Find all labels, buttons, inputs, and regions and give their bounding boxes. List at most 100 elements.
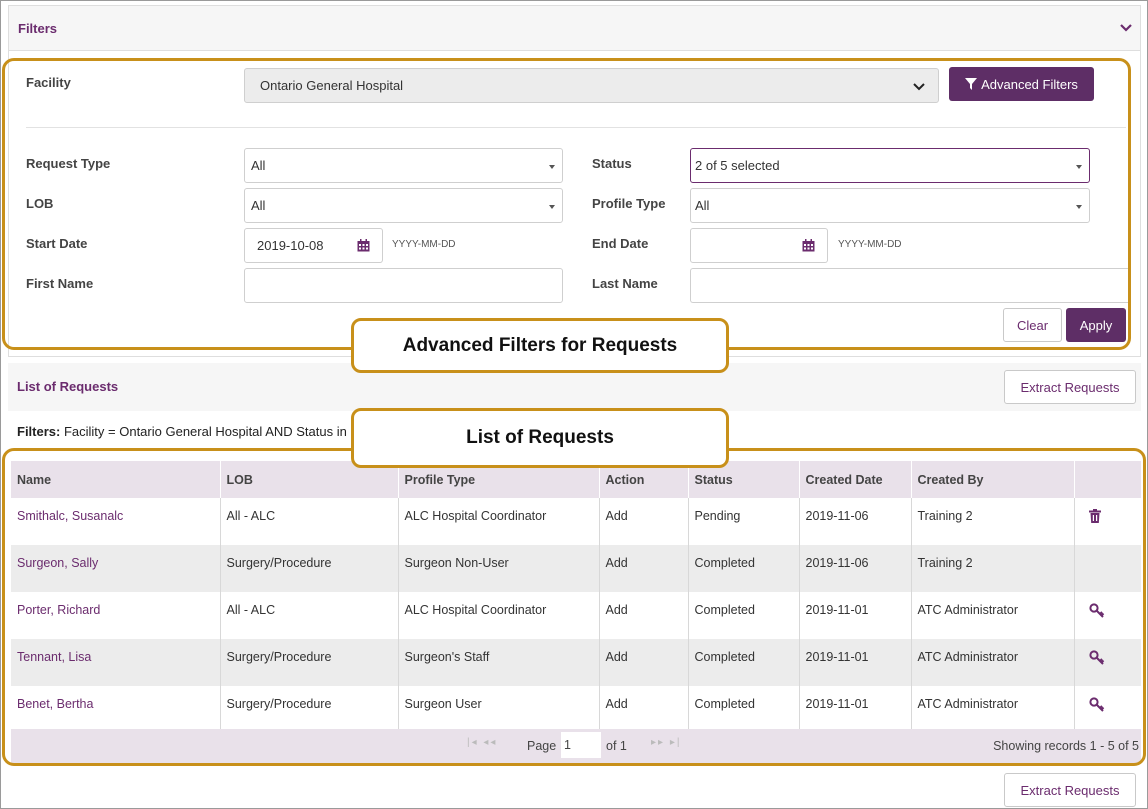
cell-lob: All - ALC <box>220 498 399 545</box>
table-row: Smithalc, Susanalc All - ALC ALC Hospita… <box>11 498 1141 545</box>
filters-title: Filters <box>18 21 58 36</box>
cell-profile-type: Surgeon's Staff <box>398 639 600 686</box>
start-date-input[interactable]: 2019-10-08 <box>244 228 346 263</box>
profile-type-value: All <box>695 198 710 213</box>
first-name-input[interactable] <box>244 268 563 303</box>
cell-profile-type: Surgeon User <box>398 686 600 733</box>
trash-icon[interactable] <box>1088 509 1101 523</box>
cell-name[interactable]: Smithalc, Susanalc <box>11 498 221 545</box>
list-title: List of Requests <box>17 379 119 394</box>
column-header-actions <box>1074 461 1142 498</box>
key-icon[interactable] <box>1088 650 1105 666</box>
cell-name[interactable]: Surgeon, Sally <box>11 545 221 592</box>
cell-status: Completed <box>688 686 800 733</box>
showing-records-text: Showing records 1 - 5 of 5 <box>993 739 1139 753</box>
advanced-filters-callout-frame <box>2 58 1131 350</box>
column-header-status[interactable]: Status <box>688 461 800 498</box>
cell-action: Add <box>599 545 689 592</box>
chevron-down-icon[interactable] <box>1118 20 1134 36</box>
profile-type-select[interactable]: All <box>690 188 1090 223</box>
first-name-label: First Name <box>26 276 94 291</box>
caret-down-icon <box>1076 165 1082 169</box>
cell-profile-type: ALC Hospital Coordinator <box>398 592 600 639</box>
request-type-select[interactable]: All <box>244 148 563 183</box>
first-prev-page-icons[interactable]: |◂ ◂◂ <box>467 737 498 748</box>
status-value: 2 of 5 selected <box>695 158 780 173</box>
cell-created-by: Training 2 <box>911 545 1075 592</box>
cell-profile-type: Surgeon Non-User <box>398 545 600 592</box>
apply-button[interactable]: Apply <box>1066 308 1126 342</box>
last-name-input[interactable] <box>690 268 1130 303</box>
cell-profile-type: ALC Hospital Coordinator <box>398 498 600 545</box>
cell-row-actions <box>1074 592 1141 639</box>
cell-lob: Surgery/Procedure <box>220 639 399 686</box>
cell-created-date: 2019-11-06 <box>799 498 912 545</box>
cell-name[interactable]: Benet, Bertha <box>11 686 221 733</box>
cell-created-date: 2019-11-01 <box>799 639 912 686</box>
request-type-label: Request Type <box>26 156 111 171</box>
end-date-calendar-button[interactable] <box>790 228 828 263</box>
cell-row-actions <box>1074 686 1141 733</box>
list-callout-label: List of Requests <box>351 408 729 468</box>
lob-label: LOB <box>26 196 54 211</box>
facility-label: Facility <box>26 75 71 90</box>
cell-lob: Surgery/Procedure <box>220 545 399 592</box>
column-header-lob[interactable]: LOB <box>220 461 399 498</box>
end-date-label: End Date <box>592 236 649 251</box>
lob-select[interactable]: All <box>244 188 563 223</box>
cell-created-date: 2019-11-06 <box>799 545 912 592</box>
end-date-hint: YYYY-MM-DD <box>838 239 902 250</box>
cell-row-actions <box>1074 639 1141 686</box>
table-header-row: Name LOB Profile Type Action Status Crea… <box>11 461 1142 498</box>
cell-created-by: ATC Administrator <box>911 592 1075 639</box>
column-header-created-date[interactable]: Created Date <box>799 461 912 498</box>
caret-down-icon <box>549 165 555 169</box>
next-last-page-icons[interactable]: ▸▸ ▸| <box>651 737 682 748</box>
start-date-label: Start Date <box>26 236 88 251</box>
start-date-calendar-button[interactable] <box>345 228 383 263</box>
filter-icon <box>965 78 978 90</box>
cell-name[interactable]: Porter, Richard <box>11 592 221 639</box>
cell-status: Completed <box>688 592 800 639</box>
cell-name[interactable]: Tennant, Lisa <box>11 639 221 686</box>
divider <box>26 127 1126 128</box>
cell-created-by: ATC Administrator <box>911 686 1075 733</box>
page-label: Page <box>527 739 557 753</box>
table-row: Porter, Richard All - ALC ALC Hospital C… <box>11 592 1141 639</box>
advanced-filters-label: Advanced Filters <box>981 76 1078 92</box>
cell-action: Add <box>599 639 689 686</box>
pagination-bar: |◂ ◂◂ Page 1 of 1 ▸▸ ▸| Showing records … <box>11 729 1141 763</box>
requests-table-container: Name LOB Profile Type Action Status Crea… <box>11 461 1142 763</box>
cell-lob: All - ALC <box>220 592 399 639</box>
requests-table: Name LOB Profile Type Action Status Crea… <box>11 461 1142 733</box>
facility-select[interactable]: Ontario General Hospital <box>244 68 939 103</box>
calendar-icon <box>357 239 370 252</box>
filters-header[interactable]: Filters <box>8 5 1141 51</box>
extract-requests-button[interactable]: Extract Requests <box>1004 370 1136 404</box>
cell-lob: Surgery/Procedure <box>220 686 399 733</box>
advanced-filters-callout-label: Advanced Filters for Requests <box>351 318 729 373</box>
cell-created-date: 2019-11-01 <box>799 592 912 639</box>
end-date-input[interactable] <box>690 228 791 263</box>
status-label: Status <box>592 156 632 171</box>
key-icon[interactable] <box>1088 603 1105 619</box>
page-of-label: of 1 <box>606 739 627 753</box>
cell-created-by: Training 2 <box>911 498 1075 545</box>
caret-down-icon <box>1076 205 1082 209</box>
active-filters-text: Filters: Facility = Ontario General Hosp… <box>17 424 347 439</box>
cell-action: Add <box>599 686 689 733</box>
table-row: Benet, Bertha Surgery/Procedure Surgeon … <box>11 686 1141 733</box>
cell-status: Completed <box>688 545 800 592</box>
chevron-down-icon <box>913 83 925 91</box>
page-input[interactable]: 1 <box>561 732 601 758</box>
start-date-hint: YYYY-MM-DD <box>392 239 456 250</box>
clear-button[interactable]: Clear <box>1003 308 1062 342</box>
extract-requests-bottom-button[interactable]: Extract Requests <box>1004 773 1136 807</box>
column-header-name[interactable]: Name <box>11 461 221 498</box>
key-icon[interactable] <box>1088 697 1105 713</box>
cell-created-date: 2019-11-01 <box>799 686 912 733</box>
advanced-filters-button[interactable]: Advanced Filters <box>949 67 1094 101</box>
status-select[interactable]: 2 of 5 selected <box>690 148 1090 183</box>
last-name-label: Last Name <box>592 276 658 291</box>
column-header-created-by[interactable]: Created By <box>911 461 1075 498</box>
